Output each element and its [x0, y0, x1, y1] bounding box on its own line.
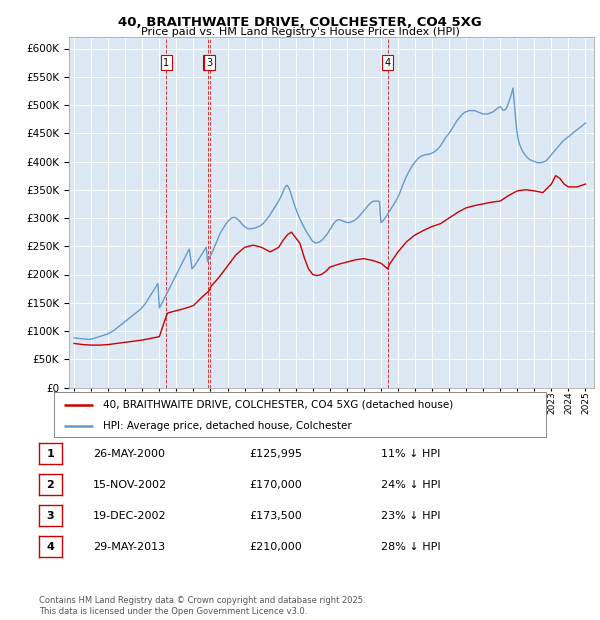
Text: 2: 2 — [47, 480, 54, 490]
Text: £170,000: £170,000 — [249, 480, 302, 490]
Text: 1: 1 — [163, 58, 169, 68]
Text: 3: 3 — [47, 511, 54, 521]
Text: 1: 1 — [47, 449, 54, 459]
Text: Price paid vs. HM Land Registry's House Price Index (HPI): Price paid vs. HM Land Registry's House … — [140, 27, 460, 37]
Text: £125,995: £125,995 — [249, 449, 302, 459]
Text: 2: 2 — [205, 58, 212, 68]
Text: 24% ↓ HPI: 24% ↓ HPI — [381, 480, 440, 490]
Text: 4: 4 — [46, 542, 55, 552]
Text: 29-MAY-2013: 29-MAY-2013 — [93, 542, 165, 552]
Text: 28% ↓ HPI: 28% ↓ HPI — [381, 542, 440, 552]
Text: 4: 4 — [385, 58, 391, 68]
Text: 15-NOV-2002: 15-NOV-2002 — [93, 480, 167, 490]
Text: 40, BRAITHWAITE DRIVE, COLCHESTER, CO4 5XG: 40, BRAITHWAITE DRIVE, COLCHESTER, CO4 5… — [118, 16, 482, 29]
Text: 19-DEC-2002: 19-DEC-2002 — [93, 511, 167, 521]
Text: 3: 3 — [207, 58, 213, 68]
Text: HPI: Average price, detached house, Colchester: HPI: Average price, detached house, Colc… — [103, 421, 352, 431]
Text: £173,500: £173,500 — [249, 511, 302, 521]
Text: 23% ↓ HPI: 23% ↓ HPI — [381, 511, 440, 521]
Text: 40, BRAITHWAITE DRIVE, COLCHESTER, CO4 5XG (detached house): 40, BRAITHWAITE DRIVE, COLCHESTER, CO4 5… — [103, 400, 454, 410]
Text: 11% ↓ HPI: 11% ↓ HPI — [381, 449, 440, 459]
Text: Contains HM Land Registry data © Crown copyright and database right 2025.
This d: Contains HM Land Registry data © Crown c… — [39, 596, 365, 616]
Text: £210,000: £210,000 — [249, 542, 302, 552]
Text: 26-MAY-2000: 26-MAY-2000 — [93, 449, 165, 459]
